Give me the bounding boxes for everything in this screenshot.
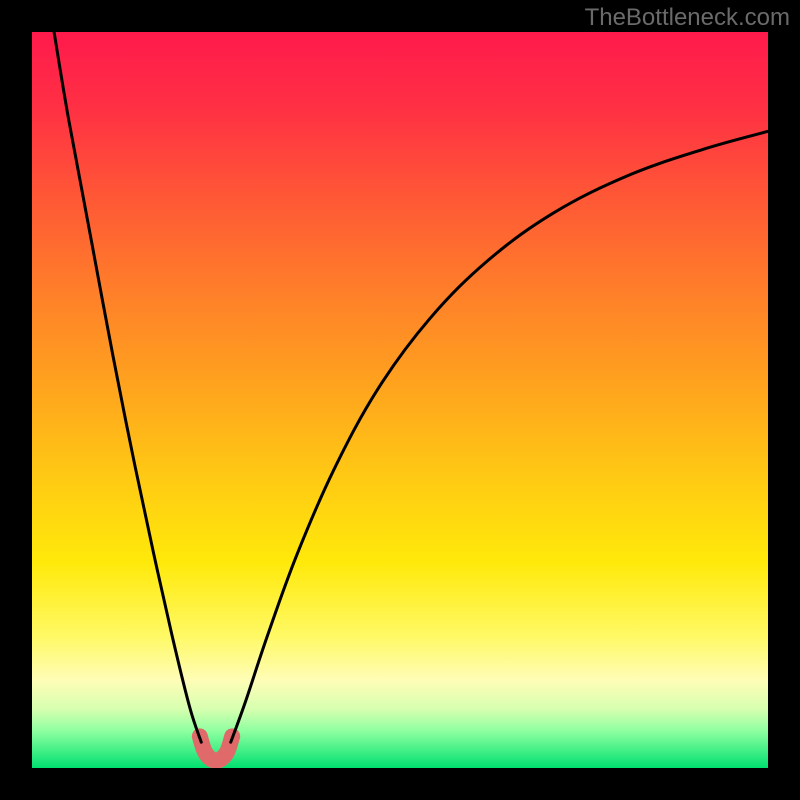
chart-svg [32,32,768,768]
gradient-background [32,32,768,768]
watermark-text: TheBottleneck.com [585,4,790,32]
plot-area [32,32,768,768]
